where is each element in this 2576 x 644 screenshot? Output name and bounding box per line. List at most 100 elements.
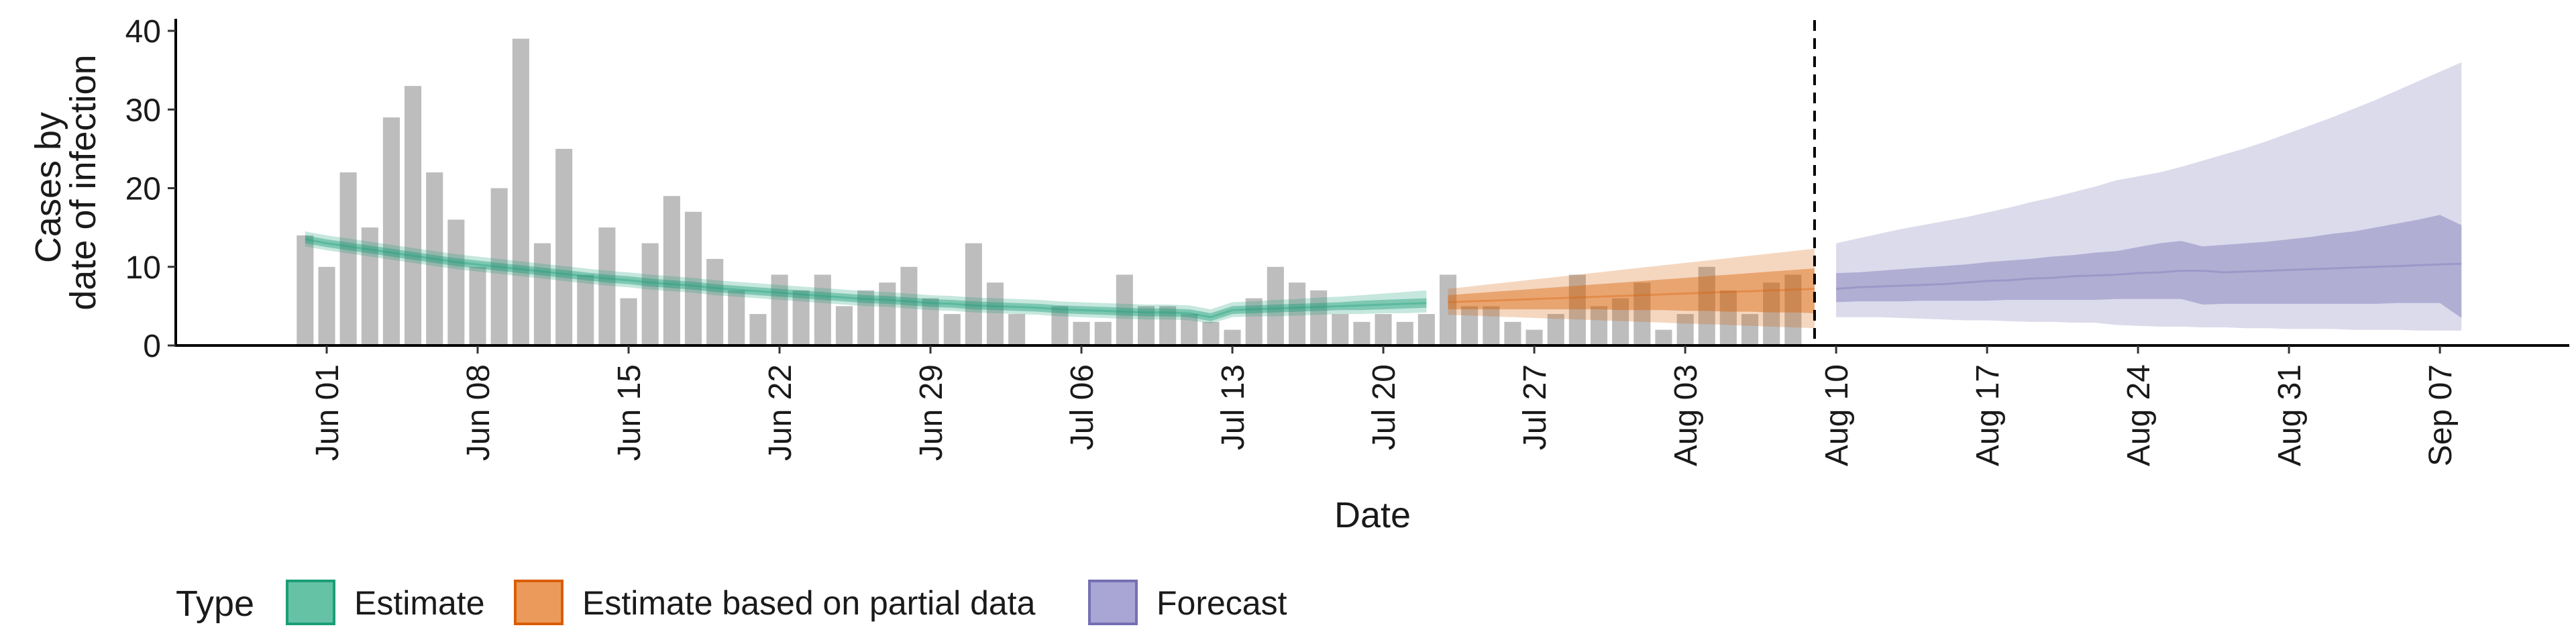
case-bar bbox=[1591, 306, 1608, 345]
case-bar bbox=[1289, 282, 1306, 345]
case-bar bbox=[1676, 314, 1694, 345]
legend-key bbox=[286, 580, 335, 625]
x-tick-label: Jul 06 bbox=[1065, 364, 1100, 450]
case-bar bbox=[426, 172, 443, 345]
x-tick-label: Aug 24 bbox=[2121, 364, 2157, 466]
x-tick-label: Jul 13 bbox=[1216, 364, 1251, 450]
axes bbox=[168, 19, 2569, 354]
case-bar bbox=[1332, 314, 1349, 345]
case-bar bbox=[1094, 321, 1112, 345]
x-axis-title: Date bbox=[1334, 495, 1411, 535]
case-bar bbox=[749, 314, 767, 345]
y-axis-title-line-2: date of infection bbox=[63, 54, 103, 310]
case-bar bbox=[490, 188, 508, 345]
x-tick-label: Aug 10 bbox=[1819, 364, 1855, 466]
case-bar bbox=[1375, 314, 1392, 345]
case-bar bbox=[965, 243, 982, 345]
case-bar bbox=[1784, 274, 1802, 345]
inner-interval-band bbox=[1448, 268, 1815, 313]
x-tick-labels: Jun 01 Jun 08 Jun 15 Jun 22 Jun 29 Jul 06 Jul … bbox=[310, 364, 2459, 466]
case-bar bbox=[1655, 329, 1672, 345]
case-bar bbox=[879, 282, 896, 345]
case-bar bbox=[297, 235, 314, 345]
legend-key bbox=[1088, 580, 1138, 625]
case-bar bbox=[469, 266, 486, 346]
case-bar bbox=[1138, 306, 1155, 345]
case-bar bbox=[555, 148, 573, 345]
case-bar bbox=[1008, 314, 1026, 345]
case-bar bbox=[1396, 321, 1413, 345]
legend-label: Estimate bbox=[354, 584, 485, 622]
case-bar bbox=[900, 266, 918, 346]
outer-interval-band bbox=[1448, 248, 1815, 329]
y-axis-title-line-1: Cases by bbox=[28, 112, 68, 263]
case-bar bbox=[1224, 329, 1241, 345]
case-bar bbox=[1245, 298, 1263, 345]
x-tick-label: Jul 20 bbox=[1366, 364, 1402, 450]
case-bar bbox=[512, 38, 529, 345]
case-bar bbox=[943, 314, 961, 345]
case-bar bbox=[1051, 306, 1069, 345]
x-tick-label: Aug 03 bbox=[1668, 364, 1704, 466]
case-bar bbox=[857, 290, 875, 345]
outer-interval-band bbox=[305, 231, 1427, 324]
case-bar bbox=[1440, 274, 1457, 345]
case-bar bbox=[1353, 321, 1371, 345]
x-tick-label: Jun 08 bbox=[461, 364, 496, 461]
case-bar bbox=[792, 290, 810, 345]
y-tick-label: 40 bbox=[125, 14, 161, 50]
case-bar bbox=[1719, 290, 1737, 345]
case-bar bbox=[533, 243, 551, 345]
case-bar bbox=[1310, 290, 1328, 345]
median-line bbox=[1835, 262, 2462, 290]
case-bar bbox=[1763, 282, 1780, 345]
x-tick-label: Aug 17 bbox=[1970, 364, 2006, 466]
case-bar bbox=[1504, 321, 1521, 345]
x-tick-label: Jul 27 bbox=[1517, 364, 1553, 450]
case-bar bbox=[447, 219, 465, 345]
legend-label: Estimate based on partial data bbox=[582, 584, 1036, 622]
case-bar bbox=[1568, 274, 1586, 345]
y-tick-label: 20 bbox=[125, 172, 161, 207]
case-bar bbox=[814, 274, 831, 345]
case-bar bbox=[1612, 298, 1629, 345]
case-bar bbox=[577, 274, 594, 345]
outer-interval-band bbox=[1836, 62, 2462, 331]
x-tick-label: Jun 01 bbox=[310, 364, 345, 461]
case-bar bbox=[1159, 306, 1177, 345]
case-bar bbox=[598, 227, 616, 345]
x-tick-label: Jun 22 bbox=[763, 364, 798, 461]
case-bar bbox=[663, 196, 680, 345]
series-forecast bbox=[1835, 62, 2462, 331]
case-bar bbox=[1202, 321, 1220, 345]
series-estimate-based-on-partial-data bbox=[1448, 248, 1815, 329]
legend-title: Type bbox=[176, 584, 254, 624]
reported-cases-bars bbox=[297, 38, 1802, 346]
case-bar bbox=[1525, 329, 1543, 345]
case-bar bbox=[771, 274, 788, 345]
x-tick-label: Jun 29 bbox=[914, 364, 949, 461]
y-tick-label: 30 bbox=[125, 93, 161, 128]
median-line bbox=[305, 238, 1427, 319]
legend: Type Estimate Estimate based on partial d… bbox=[176, 580, 1287, 625]
case-bar bbox=[1116, 274, 1133, 345]
case-bar bbox=[405, 86, 422, 345]
case-bar bbox=[835, 306, 853, 345]
estimate-bands bbox=[305, 62, 2462, 331]
x-tick-label: Sep 07 bbox=[2423, 364, 2459, 466]
case-bar bbox=[382, 117, 400, 345]
case-bar bbox=[1483, 306, 1500, 345]
y-tick-label: 10 bbox=[125, 250, 161, 286]
x-tick-label: Jun 15 bbox=[612, 364, 647, 461]
case-bar bbox=[339, 172, 357, 345]
y-tick-label: 0 bbox=[143, 329, 161, 364]
case-bar bbox=[706, 259, 724, 345]
case-bar bbox=[1698, 266, 1715, 346]
case-bar bbox=[1633, 282, 1651, 345]
series-estimate bbox=[305, 231, 1427, 324]
case-bar bbox=[318, 266, 335, 346]
case-bar bbox=[361, 227, 378, 345]
case-bar bbox=[1267, 266, 1284, 346]
x-tick-label: Aug 31 bbox=[2272, 364, 2308, 466]
